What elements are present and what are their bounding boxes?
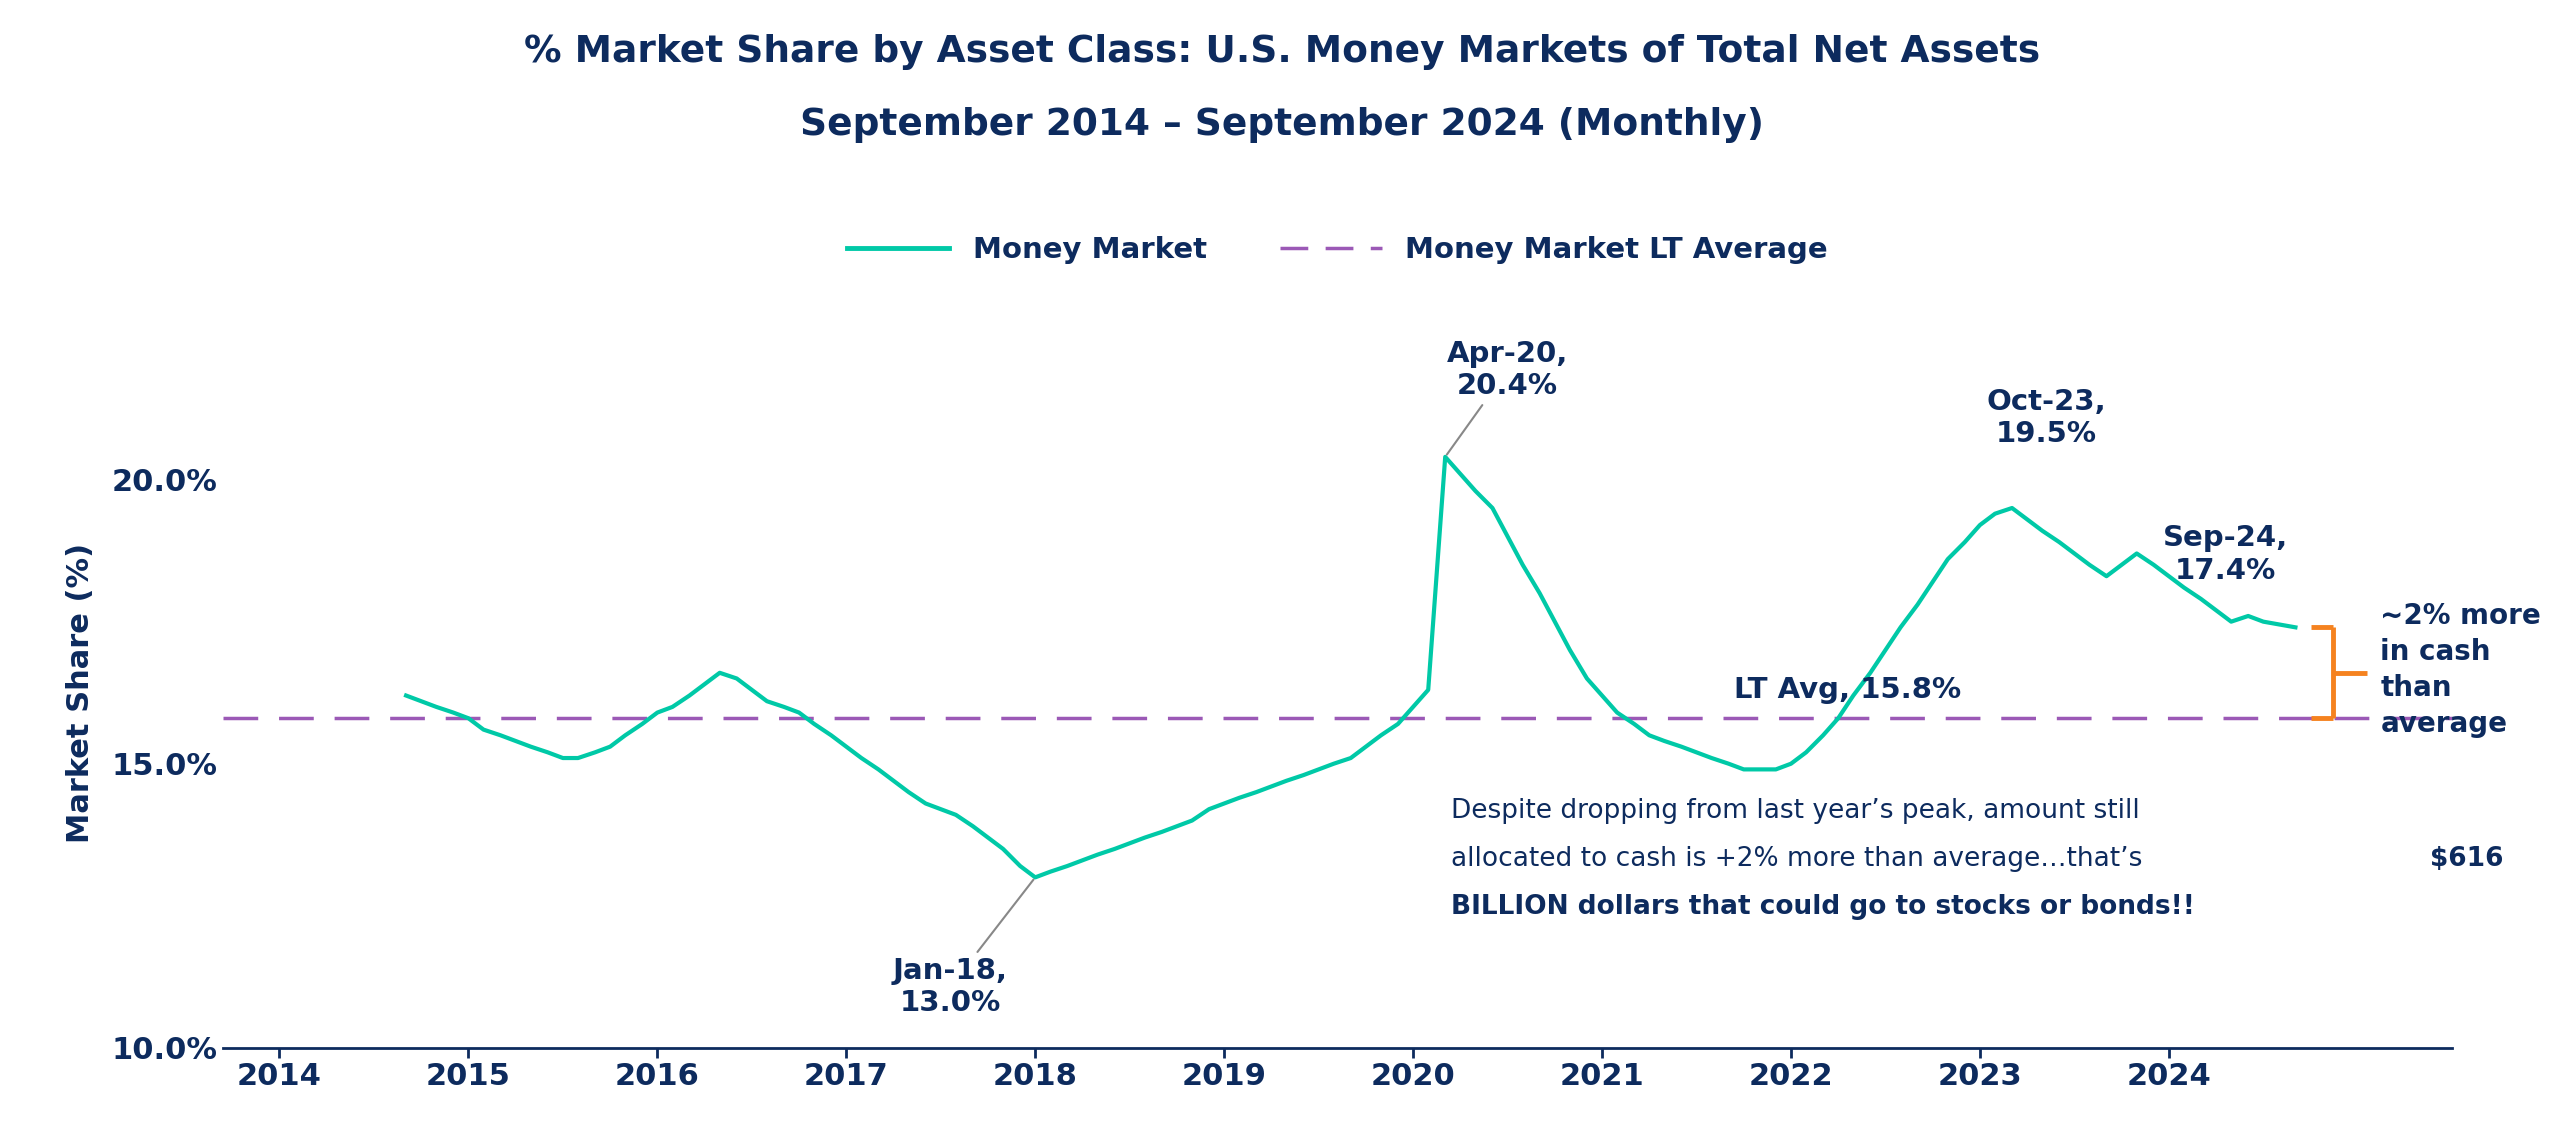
Text: % Market Share by Asset Class: U.S. Money Markets of Total Net Assets: % Market Share by Asset Class: U.S. Mone… [523, 34, 2041, 70]
Text: Oct-23,
19.5%: Oct-23, 19.5% [1987, 388, 2105, 448]
Text: Jan-18,
13.0%: Jan-18, 13.0% [892, 879, 1033, 1017]
Text: $616: $616 [2431, 846, 2502, 872]
Y-axis label: Market Share (%): Market Share (%) [67, 543, 95, 842]
Text: allocated to cash is +2% more than average…that’s: allocated to cash is +2% more than avera… [1451, 846, 2151, 872]
Text: BILLION dollars that could go to stocks or bonds!!: BILLION dollars that could go to stocks … [1451, 894, 2195, 920]
Text: LT Avg, 15.8%: LT Avg, 15.8% [1733, 676, 1961, 704]
Text: Sep-24,
17.4%: Sep-24, 17.4% [2164, 524, 2287, 585]
Text: Despite dropping from last year’s peak, amount still: Despite dropping from last year’s peak, … [1451, 798, 2138, 824]
Legend: Money Market, Money Market LT Average: Money Market, Money Market LT Average [836, 225, 1838, 275]
Text: ~2% more
in cash
than
average: ~2% more in cash than average [2379, 603, 2541, 737]
Text: September 2014 – September 2024 (Monthly): September 2014 – September 2024 (Monthly… [800, 107, 1764, 143]
Text: Apr-20,
20.4%: Apr-20, 20.4% [1446, 340, 1569, 455]
